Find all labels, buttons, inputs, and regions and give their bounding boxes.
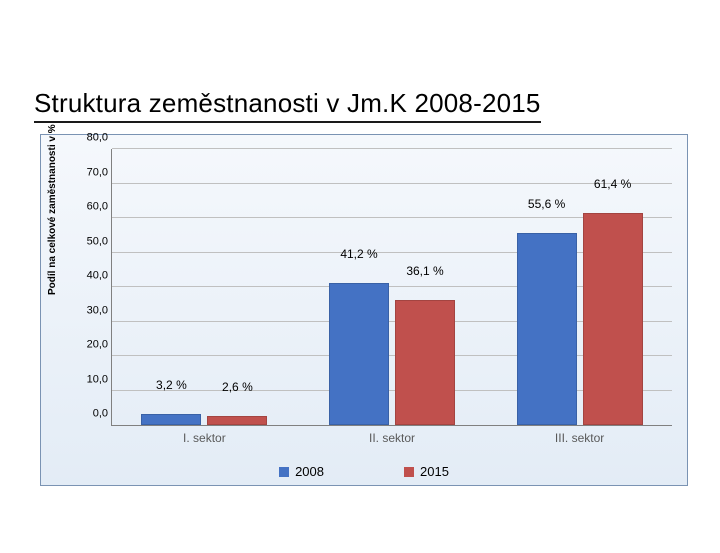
ytick: 30,0 <box>68 305 108 316</box>
slide: Struktura zeměstnanosti v Jm.K 2008-2015… <box>0 0 720 553</box>
bar-label: 55,6 % <box>528 197 565 215</box>
page-title: Struktura zeměstnanosti v Jm.K 2008-2015 <box>34 88 541 123</box>
legend-swatch-2008 <box>279 467 289 477</box>
x-category: III. sektor <box>555 431 604 445</box>
bar-label: 41,2 % <box>340 247 377 265</box>
legend-swatch-2015 <box>404 467 414 477</box>
bar-2015-sektor1 <box>207 416 267 425</box>
bar-2015-sektor3 <box>583 213 643 425</box>
bar-label: 2,6 % <box>222 380 253 398</box>
gridline <box>112 148 672 149</box>
ytick: 40,0 <box>68 271 108 282</box>
ytick: 20,0 <box>68 340 108 351</box>
bar-label: 61,4 % <box>594 177 631 195</box>
bar-label: 36,1 % <box>406 264 443 282</box>
x-category: II. sektor <box>369 431 415 445</box>
gridline <box>112 183 672 184</box>
bar-2008-sektor3 <box>517 233 577 425</box>
x-category: I. sektor <box>183 431 226 445</box>
bar-2008-sektor2 <box>329 283 389 425</box>
ytick: 0,0 <box>68 409 108 420</box>
ytick: 50,0 <box>68 236 108 247</box>
chart-frame: Podíl na celkové zaměstnanosti v % 80,0 … <box>40 134 688 486</box>
legend-item-2008: 2008 <box>279 464 324 479</box>
bar-2015-sektor2 <box>395 300 455 425</box>
legend-item-2015: 2015 <box>404 464 449 479</box>
plot-area: 80,0 70,0 60,0 50,0 40,0 30,0 20,0 10,0 … <box>111 149 672 426</box>
ytick: 70,0 <box>68 167 108 178</box>
legend-label: 2015 <box>420 464 449 479</box>
bar-2008-sektor1 <box>141 414 201 425</box>
ytick: 80,0 <box>68 133 108 144</box>
bar-label: 3,2 % <box>156 378 187 396</box>
y-axis-label: Podíl na celkové zaměstnanosti v % <box>47 124 58 295</box>
legend: 2008 2015 <box>41 464 687 479</box>
ytick: 10,0 <box>68 374 108 385</box>
legend-label: 2008 <box>295 464 324 479</box>
ytick: 60,0 <box>68 202 108 213</box>
